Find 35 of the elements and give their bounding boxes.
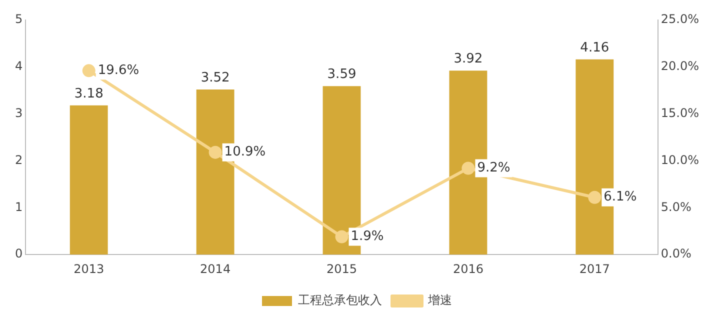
y2-tick-label: 5.0% [660,200,692,214]
data-label: 4.16 [580,40,610,56]
data-label: 1.9% [350,229,384,244]
data-label: 3.59 [327,67,356,82]
data-label: 9.2% [477,160,510,176]
y-tick-label: 4 [14,59,23,74]
y-tick-label: 2 [14,152,23,167]
data-label: 3.52 [200,70,230,86]
data-label: 3.92 [454,52,483,67]
point [335,230,348,244]
y2-tick-label: 10.0% [660,152,700,167]
x-tick-label: 2015 [326,262,358,276]
x-tick-label: 2017 [579,262,610,276]
x-tick-label: 2013 [74,262,104,276]
y2-tick-label: 20.0% [660,59,700,74]
y-tick-label: 1 [14,200,23,214]
point [588,190,602,204]
point [82,64,96,78]
data-label: 10.9% [224,144,266,160]
bar [70,105,108,255]
legend-label: 工程总承包收入 [298,293,382,308]
data-label: 6.1% [604,190,637,205]
y2-tick-label: 0.0% [660,246,692,261]
data-label: 19.6% [98,63,140,78]
point [208,146,222,159]
legend-label: 增速 [427,293,452,308]
y2-tick-label: 25.0% [660,12,700,26]
point [462,162,475,175]
y2-tick-label: 15.0% [660,106,700,120]
x-tick-label: 2016 [452,262,484,276]
y-tick-label: 5 [14,12,23,26]
x-tick-label: 2014 [200,262,231,276]
data-label: 3.18 [74,86,104,102]
y-tick-label: 3 [14,106,23,120]
y-tick-label: 0 [14,246,23,261]
